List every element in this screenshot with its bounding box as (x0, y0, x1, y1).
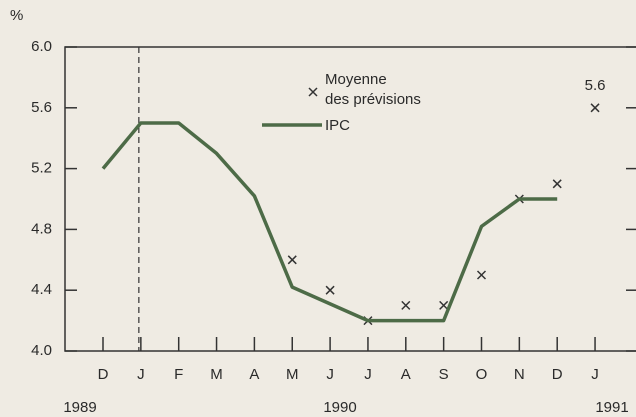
y-tick-label: 6.0 (31, 38, 52, 55)
legend-label: IPC (325, 117, 350, 134)
y-tick-label: 4.8 (31, 220, 52, 237)
x-tick-label: D (552, 366, 563, 383)
x-tick-label: J (591, 366, 599, 383)
year-label: 1989 (63, 399, 96, 416)
legend-label: Moyenne des prévisions (325, 71, 421, 108)
y-tick-label: 5.6 (31, 99, 52, 116)
x-tick-label: O (476, 366, 488, 383)
x-tick-label: D (98, 366, 109, 383)
forecast-marker (476, 270, 487, 280)
x-tick-label: A (249, 366, 259, 383)
y-tick-label: 4.4 (31, 281, 52, 298)
year-label: 1990 (323, 399, 356, 416)
forecast-marker (325, 285, 335, 295)
forecast-marker (552, 179, 562, 189)
x-tick-label: J (137, 366, 145, 383)
y-tick-label: 5.2 (31, 160, 52, 177)
x-tick-label: J (364, 366, 372, 383)
x-tick-label: N (514, 366, 525, 383)
forecast-marker (401, 300, 411, 310)
x-tick-label: M (210, 366, 223, 383)
ipc-line (101, 121, 558, 323)
x-tick-label: F (174, 366, 183, 383)
plot-frame (64, 46, 636, 352)
forecast-marker (287, 255, 297, 265)
value-label: 5.6 (585, 77, 606, 94)
x-tick-label: J (326, 366, 334, 383)
x-tick-label: A (401, 366, 411, 383)
y-tick-label: 4.0 (31, 342, 52, 359)
forecast-marker (439, 300, 449, 310)
y-axis-label: % (10, 7, 23, 24)
x-tick-label: S (439, 366, 449, 383)
legend-marker (308, 87, 318, 97)
forecast-marker (590, 103, 600, 113)
x-tick-label: M (286, 366, 299, 383)
year-label: 1991 (595, 399, 628, 416)
